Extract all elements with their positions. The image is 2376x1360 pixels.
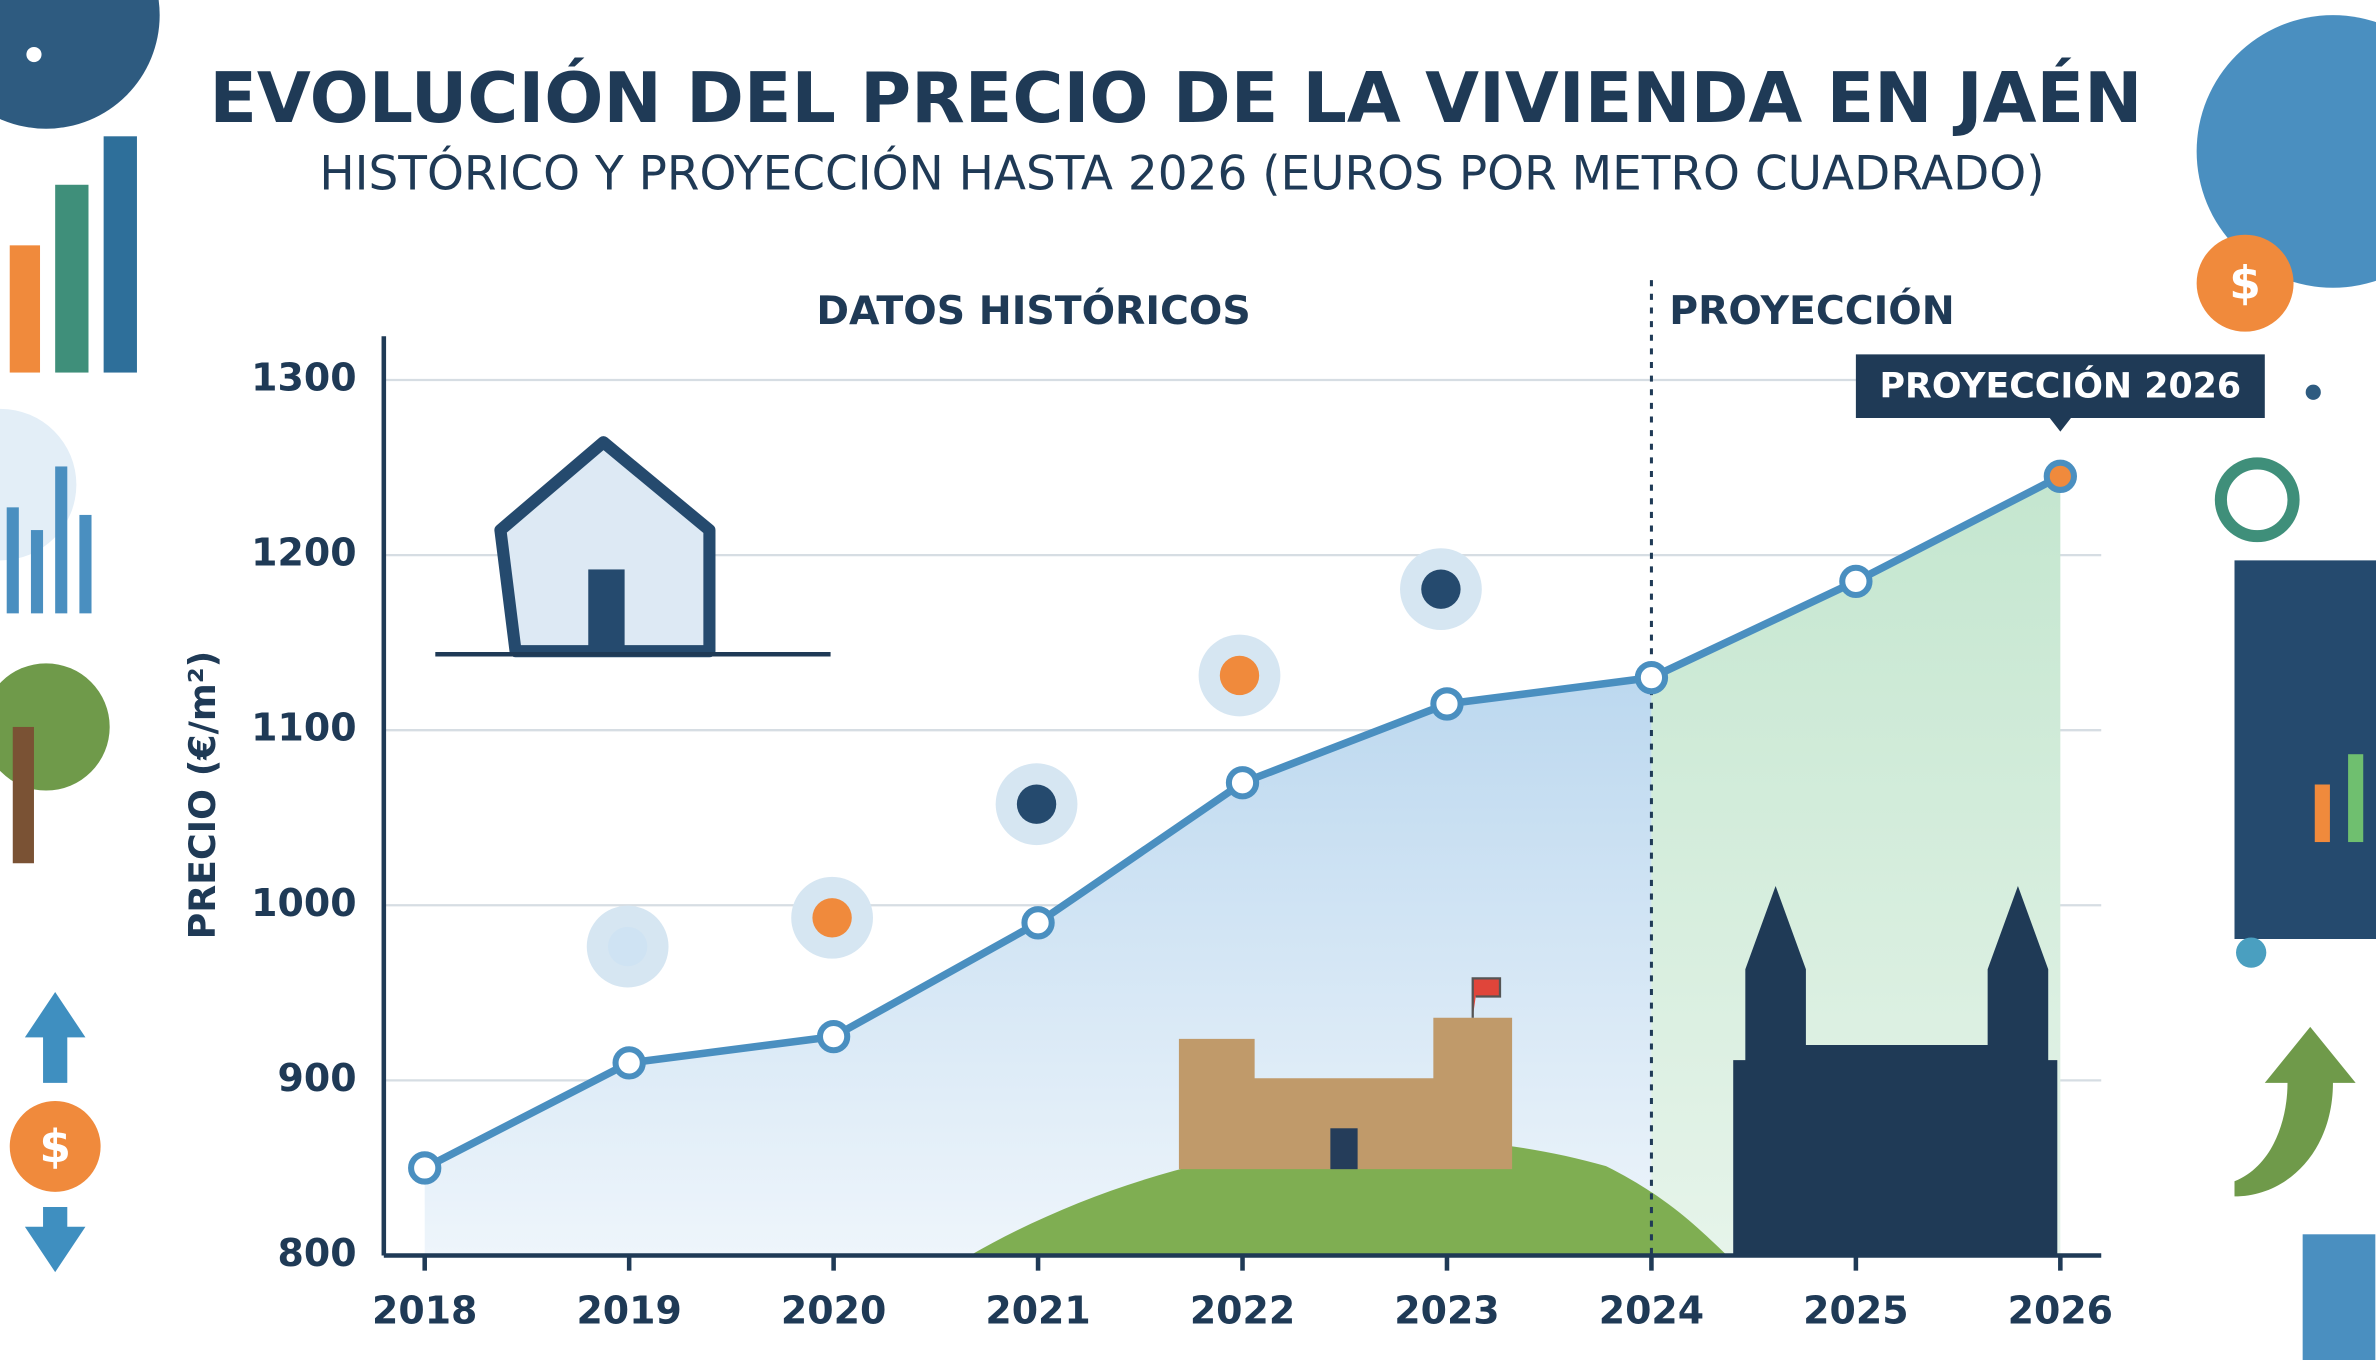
flag xyxy=(1471,977,1502,1018)
point xyxy=(1430,687,1464,721)
x-tick-label: 2025 xyxy=(1803,1289,1908,1333)
x-tick-label: 2020 xyxy=(781,1289,886,1333)
icon xyxy=(1219,655,1260,696)
y-tick-label: 1300 xyxy=(251,355,356,399)
x-tick-label: 2024 xyxy=(1599,1289,1704,1333)
point xyxy=(1225,766,1260,800)
icon xyxy=(1421,569,1461,609)
decoration xyxy=(435,436,2058,1256)
point xyxy=(408,1151,442,1185)
y-tick-label: 800 xyxy=(278,1231,357,1275)
svg-text:$: $ xyxy=(2229,257,2261,310)
point xyxy=(612,1046,646,1080)
x-tick-label: 2021 xyxy=(985,1289,1090,1333)
y-tick-label: 1100 xyxy=(251,706,356,750)
point xyxy=(816,1019,851,1054)
section-label: DATOS HISTÓRICOS xyxy=(816,287,1250,334)
y-axis-label: PRECIO (€/m²) xyxy=(181,651,224,940)
y-tick-label: 1000 xyxy=(251,881,356,925)
point xyxy=(1634,661,1669,695)
icon xyxy=(607,926,648,967)
chart-subtitle: HISTÓRICO Y PROYECCIÓN HASTA 2026 (EUROS… xyxy=(319,147,2044,202)
section-label: PROYECCIÓN xyxy=(1669,287,1954,334)
house xyxy=(494,436,716,658)
x-tick-label: 2018 xyxy=(372,1289,477,1333)
x-tick-label: 2019 xyxy=(576,1289,681,1333)
plot-area: 800 900 1000 1100 1200 1300 PROYECCIÓN 2026 201… xyxy=(251,280,2265,1333)
point xyxy=(1021,906,1055,940)
x-tick-label: 2026 xyxy=(2008,1289,2113,1333)
castle xyxy=(1178,1017,1513,1170)
callout-box xyxy=(1855,354,2265,432)
cathedral xyxy=(1733,885,2058,1256)
callout: PROYECCIÓN 2026 xyxy=(1880,365,2242,407)
y-tick-label: 1200 xyxy=(251,531,356,575)
svg-text:$: $ xyxy=(39,1120,71,1173)
y-tick-label: 900 xyxy=(278,1056,357,1100)
point xyxy=(1839,564,1873,599)
x-tick-label: 2022 xyxy=(1190,1289,1295,1333)
icon xyxy=(1016,784,1057,824)
point xyxy=(2043,459,2077,493)
hill xyxy=(969,1138,1728,1256)
chart-title: EVOLUCIÓN DEL PRECIO DE LA VIVIENDA EN J… xyxy=(209,57,2142,139)
castle-door xyxy=(1330,1128,1358,1170)
icon xyxy=(812,898,852,938)
x-tick-label: 2023 xyxy=(1394,1289,1499,1333)
house-door xyxy=(588,569,625,653)
